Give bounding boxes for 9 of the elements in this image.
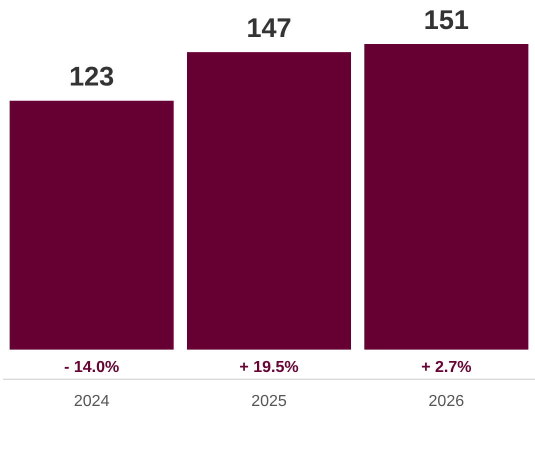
x-tick-label: 2026 (428, 392, 464, 410)
data-label: 123 (69, 62, 114, 92)
data-label: 151 (424, 4, 469, 35)
x-tick-label: 2025 (251, 392, 287, 410)
x-tick-label: 2024 (74, 392, 110, 410)
text: + 19.5% (239, 359, 299, 376)
text: + 2.7% (421, 359, 472, 376)
text: - 14.0% (64, 359, 120, 376)
data-label: 147 (246, 13, 292, 44)
